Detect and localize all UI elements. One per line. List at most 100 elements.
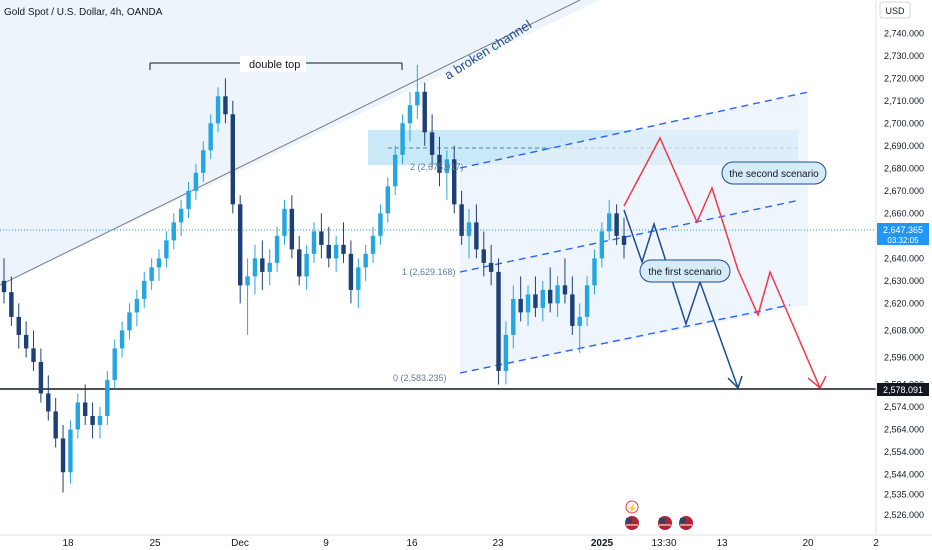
candle	[422, 82, 427, 146]
candle	[525, 285, 531, 326]
support-price-value: 2,578.091	[883, 385, 923, 395]
candle	[297, 235, 302, 286]
candle	[260, 240, 265, 290]
candle	[112, 339, 117, 389]
candle-body	[134, 298, 140, 313]
candle-body	[171, 222, 176, 241]
price-tags: 2,647.365 03:32:05 2,578.091	[877, 223, 929, 396]
y-tick-label: 2,574.000	[884, 402, 924, 412]
candle-body	[16, 316, 21, 335]
candle-body	[178, 208, 184, 223]
candle	[9, 276, 14, 326]
candle	[282, 199, 287, 245]
y-tick-label: 2,690.000	[884, 141, 924, 151]
lightning-event-icon[interactable]	[625, 500, 639, 514]
candle-body	[341, 244, 346, 254]
us-flag-event-icon[interactable]	[625, 516, 639, 530]
candle-body	[75, 402, 81, 430]
event-markers[interactable]: ⚡	[625, 500, 693, 530]
candle-body	[555, 285, 560, 304]
candle-body	[193, 172, 199, 191]
first-scenario-label: the first scenario	[648, 267, 722, 278]
candle-body	[466, 222, 472, 236]
candle	[459, 190, 464, 245]
candle-body	[518, 298, 523, 313]
candle-body	[599, 231, 605, 259]
y-tick-label: 2,660.000	[884, 208, 924, 218]
candle	[348, 240, 354, 304]
candle-body	[437, 154, 442, 173]
candle-body	[422, 91, 427, 133]
candle-body	[547, 289, 553, 304]
fib-line-1	[459, 199, 801, 273]
candle	[267, 249, 272, 286]
candle	[186, 181, 191, 218]
currency-badge[interactable]	[879, 1, 911, 19]
broken-channel-line	[0, 0, 581, 286]
candle	[584, 276, 590, 326]
candle-body	[488, 262, 494, 272]
candle	[16, 303, 21, 349]
candle-body	[363, 253, 368, 268]
candle-body	[68, 429, 73, 473]
y-tick-label: 2,535.000	[884, 490, 924, 500]
candle	[577, 303, 582, 353]
candle-body	[1, 280, 7, 293]
candle-body	[378, 213, 383, 236]
candle-body	[82, 402, 88, 416]
candle-body	[562, 285, 568, 295]
candle-body	[496, 271, 501, 371]
scenario-paths	[623, 136, 827, 390]
candle-body	[208, 123, 213, 151]
candle-body	[215, 96, 221, 124]
candle	[599, 222, 605, 268]
price-axis[interactable]: USD 2,526.000 2,535.000 2,544.000 2,554.000…	[875, 0, 932, 550]
y-tick-label: 2,596.000	[884, 352, 924, 362]
candle-body	[46, 393, 51, 412]
candle	[481, 231, 486, 277]
candle-body	[333, 244, 339, 259]
candle	[38, 348, 44, 403]
candle	[540, 280, 546, 322]
candle-body	[274, 235, 280, 263]
y-tick-label: 2,730.000	[884, 51, 924, 61]
candle	[607, 199, 612, 241]
candle	[178, 199, 184, 236]
candle-body	[311, 231, 317, 254]
candle	[82, 384, 88, 425]
y-tick-label: 2,630.000	[884, 276, 924, 286]
candle	[503, 321, 509, 385]
candle-body	[356, 267, 361, 290]
first-scenario-arrowhead	[727, 375, 743, 390]
candle-body	[23, 334, 29, 349]
candle	[97, 406, 103, 439]
candle	[245, 258, 250, 335]
candle-body	[304, 253, 309, 277]
current-price-tag	[877, 223, 929, 245]
candle-body	[392, 154, 398, 187]
candle-body	[592, 258, 597, 286]
candle	[311, 222, 317, 263]
candle	[193, 163, 199, 200]
time-axis[interactable]: 18 25 Dec 9 16 23 2025 13:30 13 20 2	[0, 534, 932, 549]
us-flag-event-icon[interactable]	[679, 516, 693, 530]
second-scenario-arrowhead	[807, 375, 827, 390]
candle-body	[156, 258, 162, 268]
fib-label-0: 0 (2,583.235)	[393, 373, 447, 383]
candle-body	[149, 267, 154, 281]
first-scenario-callout	[639, 259, 731, 283]
candle	[319, 213, 324, 259]
candle-body	[201, 150, 206, 173]
candle	[201, 141, 206, 182]
second-scenario-callout	[721, 161, 827, 185]
us-flag-event-icon[interactable]	[658, 516, 672, 530]
x-tick-label: 16	[406, 538, 418, 549]
candle-body	[164, 240, 169, 259]
candle-body	[570, 294, 575, 326]
candle	[614, 204, 619, 245]
candle	[223, 78, 228, 124]
candle-body	[186, 190, 191, 209]
x-tick-label: 20	[802, 538, 814, 549]
fib-line-0	[459, 304, 791, 374]
